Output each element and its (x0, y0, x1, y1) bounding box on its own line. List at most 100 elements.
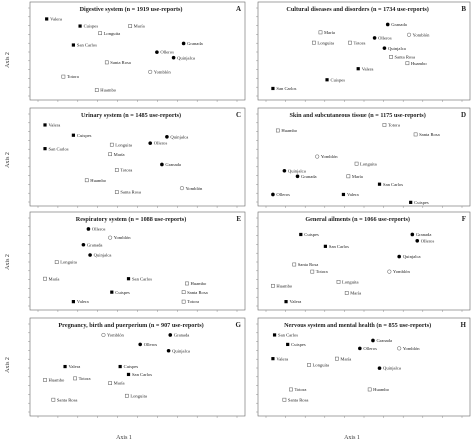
point-granada: Granada (181, 41, 203, 46)
open-square-marker (114, 190, 119, 194)
filled-circle-marker (282, 168, 287, 173)
point-label: Olleros (160, 50, 174, 55)
point-label: Olleros (421, 238, 435, 243)
point-label: San Carlos (77, 43, 97, 48)
filled-circle-marker (372, 36, 377, 40)
point-totora: Totora (348, 40, 365, 45)
point-huambo: Huambo (43, 378, 65, 383)
panel-f: General ailments (n = 1066 use-reports) F… (256, 211, 471, 312)
point-label: Longuita (60, 260, 77, 265)
point-yombln: Yomblón (315, 154, 338, 159)
point-cuispes: Cuispes (110, 290, 130, 295)
filled-circle-marker (86, 227, 91, 231)
point-mara: María (108, 152, 125, 157)
open-square-marker (348, 40, 352, 45)
filled-square-marker (43, 123, 47, 127)
open-square-marker (181, 290, 186, 294)
point-label: Totora (388, 123, 400, 128)
filled-circle-marker (166, 348, 171, 353)
filled-circle-marker (181, 41, 186, 46)
point-label: Totora (120, 168, 132, 173)
point-label: Yomblón (114, 235, 132, 240)
point-granada: Granada (385, 22, 407, 27)
point-label: Cuispes (414, 200, 429, 205)
point-huambo: Huambo (405, 61, 427, 66)
open-square-marker (271, 283, 275, 288)
point-label: María (350, 291, 361, 296)
point-label: María (340, 356, 351, 361)
point-quinjalca: Quinjalca (166, 348, 190, 353)
point-label: Olleros (154, 141, 168, 146)
point-label: San Carlos (383, 182, 403, 187)
point-label: Olleros (378, 36, 392, 41)
filled-square-marker (323, 244, 327, 248)
point-yombln: Yomblón (101, 332, 125, 338)
point-label: Valera (69, 364, 81, 369)
open-square-marker (109, 142, 114, 147)
filled-circle-marker (377, 366, 382, 370)
point-quinjalca: Quinjalca (171, 55, 195, 60)
point-label: Yomblón (107, 333, 125, 338)
point-olleros: Olleros (415, 238, 434, 243)
open-circle-marker (101, 332, 106, 338)
point-cuispes: Cuispes (118, 364, 138, 369)
filled-square-marker (126, 277, 131, 281)
filled-square-marker (126, 372, 131, 377)
open-square-marker (282, 397, 287, 402)
filled-circle-marker (81, 242, 86, 247)
point-label: Quinjalca (383, 366, 401, 371)
open-square-marker (307, 363, 311, 367)
open-square-marker (181, 299, 186, 304)
open-square-marker (354, 161, 359, 166)
point-label: San Carlos (132, 372, 152, 377)
x-axis-title-left: Axis 1 (116, 435, 132, 441)
point-label: Quinjalca (172, 348, 190, 353)
open-square-marker (43, 378, 47, 382)
panel-letter: G (236, 321, 242, 329)
point-totora: Totora (310, 269, 328, 274)
point-longuita: Longuita (336, 279, 359, 284)
point-san-carlos: San Carlos (272, 333, 298, 338)
filled-circle-marker (358, 346, 362, 351)
point-yombln: Yomblón (108, 235, 131, 240)
point-label: Granada (301, 174, 317, 179)
point-olleros: Olleros (271, 192, 290, 197)
open-square-marker (336, 280, 341, 284)
point-santa-rosa: Santa Rosa (181, 290, 208, 295)
point-olleros: Olleros (358, 346, 377, 351)
point-label: Huambo (190, 281, 207, 286)
filled-circle-marker (295, 174, 300, 179)
filled-circle-marker (371, 338, 375, 343)
point-san-carlos: San Carlos (71, 43, 97, 48)
point-label: Cuispes (77, 133, 92, 138)
filled-square-marker (45, 17, 49, 21)
point-valera: Valera (63, 364, 80, 369)
point-label: Santa Rosa (120, 190, 141, 195)
point-label: Quinjalca (94, 253, 112, 258)
filled-circle-marker (138, 342, 142, 347)
filled-square-marker (78, 24, 82, 28)
point-huambo: Huambo (185, 281, 207, 286)
filled-circle-marker (160, 162, 164, 167)
point-quinjalca: Quinjalca (88, 253, 111, 258)
open-square-marker (312, 40, 316, 45)
point-label: Granada (416, 232, 432, 237)
point-san-carlos: San Carlos (271, 86, 297, 91)
open-square-marker (128, 24, 133, 28)
filled-circle-marker (148, 141, 153, 145)
point-granada: Granada (81, 242, 102, 247)
point-label: Totora (316, 269, 328, 274)
point-huambo: Huambo (94, 88, 117, 93)
point-santa-rosa: Santa Rosa (292, 262, 318, 267)
filled-circle-marker (410, 232, 415, 237)
point-label: Granada (174, 333, 190, 338)
point-granada: Granada (160, 162, 181, 167)
point-label: Huambo (373, 387, 390, 392)
filled-square-marker (325, 78, 329, 82)
point-longuita: Longuita (54, 260, 77, 265)
y-axis-title-row-1: Axis 2 (5, 52, 11, 68)
point-huambo: Huambo (271, 283, 293, 288)
open-square-marker (185, 281, 189, 286)
open-square-marker (84, 178, 89, 183)
open-square-marker (43, 276, 47, 281)
